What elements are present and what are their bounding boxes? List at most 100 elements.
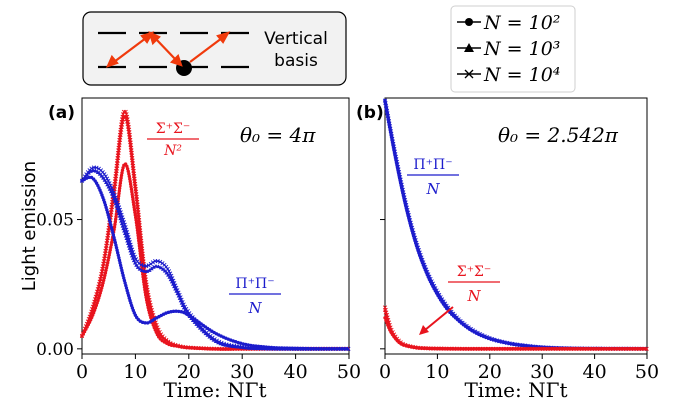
series-marker [156,327,161,332]
series-marker [102,172,107,177]
series-marker [128,182,133,186]
series-marker [119,176,123,180]
x-tick-label: 20 [177,361,201,383]
series-marker [109,185,114,191]
arrow-3-head [216,31,231,44]
series-marker [135,265,141,269]
series-marker [116,205,122,210]
series-marker [127,174,132,179]
series-marker [90,307,95,312]
series-marker [132,202,136,207]
panel-b-plot: 0 10 20 30 40 50 [379,98,659,383]
series-marker [413,238,418,243]
series-marker [119,173,124,178]
y-tick-label: 0.05 [36,211,74,231]
series-marker [108,250,112,255]
series-marker [428,276,433,282]
series-marker [130,250,136,255]
series-marker [114,203,119,208]
schematic: Vertical basis [82,11,347,86]
series-marker [216,339,222,344]
legend-marker-N2 [465,18,473,26]
series-marker [391,332,397,337]
series-marker [117,213,122,218]
series-marker [117,186,122,190]
series-marker [131,252,136,257]
series-marker [128,248,133,253]
panel-a-frame [81,97,350,355]
panel-b-frame [384,97,648,355]
x-tick-label: 50 [337,361,361,383]
schematic-label-1: Vertical [264,29,328,49]
legend-label-N2: N = 10² [483,12,560,34]
series-marker [129,187,134,191]
series-marker [123,225,128,230]
series-marker [107,253,111,257]
series-marker [155,258,160,264]
series-marker [110,188,115,193]
legend-label-N4: N = 10⁴ [483,64,560,86]
x-tick-label: 40 [583,361,607,383]
series-marker [122,222,127,227]
series-line-pi-N104 [81,166,349,350]
panel-a-pi-num: Π⁺Π⁻ [235,276,274,292]
series-marker [177,292,182,298]
series-marker [139,268,145,272]
series-marker [389,327,394,333]
series-marker [136,261,142,266]
series-marker [243,342,248,347]
series-marker [114,217,118,221]
series-marker [139,262,144,267]
series-marker [93,168,98,173]
series-marker [158,259,163,265]
series-marker [137,266,142,271]
series-marker [168,341,173,346]
x-tick-label: 30 [230,361,254,383]
series-marker [131,200,136,204]
series-marker [108,248,112,252]
series-marker [434,288,439,293]
x-tick-label: 40 [284,361,308,383]
series-marker [400,341,405,346]
series-marker [147,268,152,272]
series-marker [88,311,93,317]
series-marker [105,260,110,265]
series-marker [87,314,92,319]
series-marker [133,215,138,220]
series-marker [119,178,123,183]
series-marker [427,274,432,279]
series-marker [482,334,487,339]
series-marker [184,306,189,312]
series-marker [116,194,121,198]
series-marker [165,266,170,272]
series-marker [170,276,175,281]
series-marker [109,245,113,250]
arrow-1 [113,37,147,63]
arrow-2 [154,37,177,61]
series-marker [412,235,418,240]
transition-arrows [105,31,231,68]
series-marker [132,254,137,260]
series-marker [120,168,125,172]
series-marker [105,263,109,267]
legend-box [450,5,576,93]
series-line-sigma-N103 [81,115,349,350]
series-marker [473,329,478,334]
x-tick-label: 0 [379,361,391,383]
series-marker [116,208,121,213]
arrow-2-head-b [169,53,183,67]
series-marker [181,302,186,307]
series-marker [104,266,109,270]
series-marker [153,320,158,325]
series-marker [130,192,134,197]
series-marker [129,184,133,189]
series-marker [177,309,181,314]
legend-marker-N3 [464,43,474,52]
panel-b-pi-num: Π⁺Π⁻ [413,157,452,173]
series-marker [154,322,159,328]
series-marker [115,206,120,211]
series-marker [146,263,151,268]
series-marker [171,309,176,314]
series-marker [116,211,122,216]
